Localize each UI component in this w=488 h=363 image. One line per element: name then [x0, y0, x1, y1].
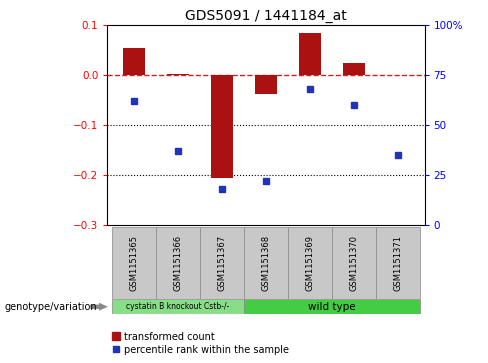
Bar [200, 227, 244, 299]
Text: GSM1151368: GSM1151368 [262, 235, 270, 291]
Bar [343, 63, 365, 75]
Bar [288, 227, 332, 299]
Bar [299, 33, 321, 75]
Text: wild type: wild type [308, 302, 356, 312]
Text: GSM1151367: GSM1151367 [218, 235, 226, 291]
Text: GSM1151371: GSM1151371 [394, 235, 403, 291]
Bar [112, 299, 244, 314]
Bar [156, 227, 200, 299]
Legend: transformed count, percentile rank within the sample: transformed count, percentile rank withi… [112, 331, 289, 355]
Text: genotype/variation: genotype/variation [5, 302, 98, 312]
Title: GDS5091 / 1441184_at: GDS5091 / 1441184_at [185, 9, 347, 23]
Bar [211, 75, 233, 178]
Text: GSM1151370: GSM1151370 [349, 235, 359, 291]
Bar [332, 227, 376, 299]
Bar [167, 74, 189, 75]
Text: cystatin B knockout Cstb-/-: cystatin B knockout Cstb-/- [126, 302, 229, 311]
Text: GSM1151369: GSM1151369 [305, 235, 314, 291]
Bar [112, 227, 156, 299]
Text: GSM1151365: GSM1151365 [129, 235, 138, 291]
Bar [244, 299, 420, 314]
Bar [244, 227, 288, 299]
Bar [255, 75, 277, 94]
Bar [376, 227, 420, 299]
Bar [123, 48, 145, 75]
Text: GSM1151366: GSM1151366 [173, 235, 183, 291]
